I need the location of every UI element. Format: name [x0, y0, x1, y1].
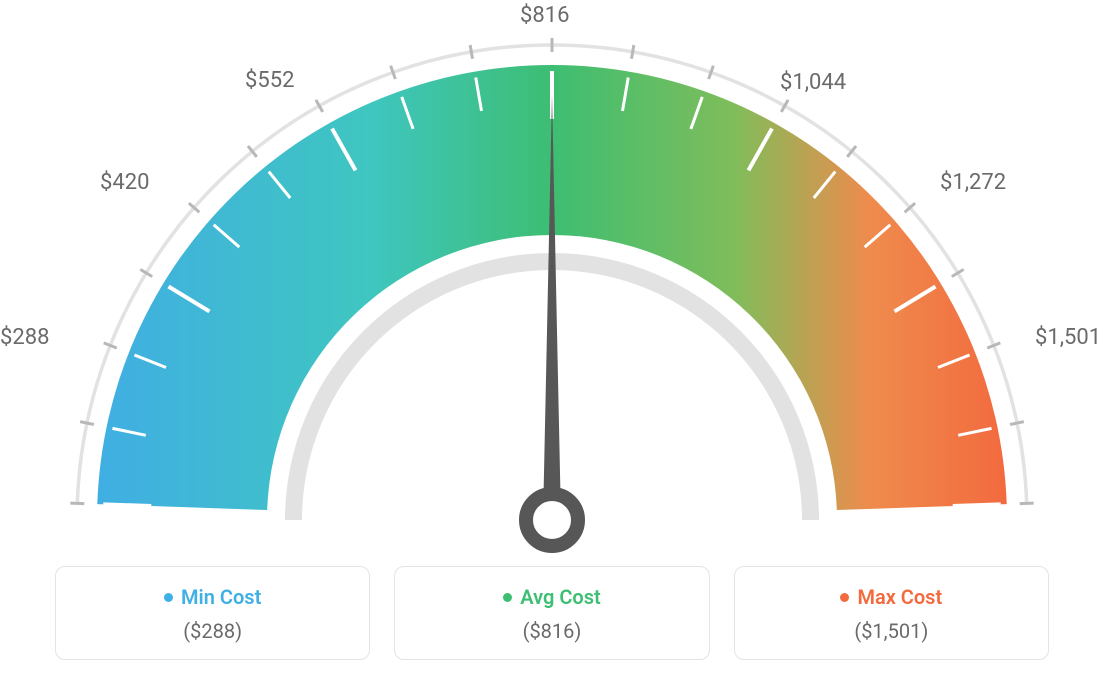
gauge-tick-label: $1,044 — [780, 70, 846, 95]
gauge-tick-label: $1,501 — [1035, 325, 1101, 350]
gauge-tick-label: $552 — [245, 68, 294, 93]
legend-row: Min Cost ($288) Avg Cost ($816) Max Cost… — [55, 566, 1049, 660]
gauge-tick-label: $1,272 — [940, 170, 1006, 195]
gauge-tick-label: $420 — [100, 170, 149, 195]
gauge-tick-label: $816 — [520, 3, 569, 28]
legend-avg-value: ($816) — [395, 619, 708, 643]
legend-min-title: Min Cost — [164, 585, 261, 609]
legend-avg-label: Avg Cost — [520, 585, 601, 609]
legend-max-value: ($1,501) — [735, 619, 1048, 643]
cost-gauge-widget: $288 $420 $552 $816 $1,044 $1,272 $1,501 Min C… — [0, 0, 1104, 690]
legend-min-label: Min Cost — [181, 585, 261, 609]
dot-icon — [503, 593, 512, 602]
legend-min: Min Cost ($288) — [55, 566, 370, 660]
legend-avg: Avg Cost ($816) — [394, 566, 709, 660]
legend-max: Max Cost ($1,501) — [734, 566, 1049, 660]
dot-icon — [164, 593, 173, 602]
dot-icon — [840, 593, 849, 602]
legend-max-label: Max Cost — [857, 585, 942, 609]
gauge-tick-label: $288 — [0, 325, 49, 350]
legend-max-title: Max Cost — [840, 585, 942, 609]
gauge-chart: $288 $420 $552 $816 $1,044 $1,272 $1,501 — [0, 0, 1104, 560]
gauge-svg — [52, 20, 1052, 560]
legend-min-value: ($288) — [56, 619, 369, 643]
legend-avg-title: Avg Cost — [503, 585, 601, 609]
